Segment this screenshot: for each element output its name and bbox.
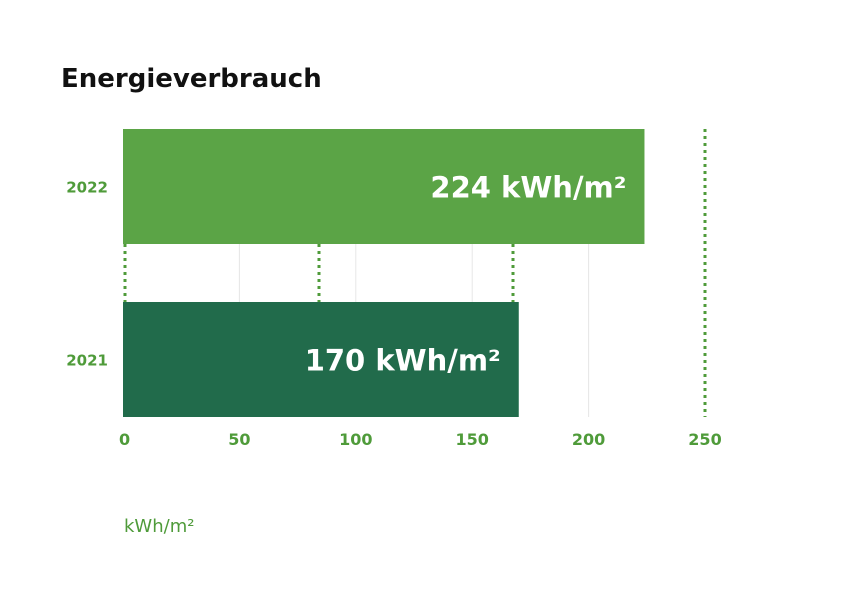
data-label: 170 kWh/m² xyxy=(305,344,501,378)
dotted-lines xyxy=(123,129,707,417)
category-label: 2021 xyxy=(66,352,108,370)
x-tick-label: 200 xyxy=(572,430,605,449)
x-tick-label: 50 xyxy=(228,430,250,449)
bar-2022 xyxy=(123,129,645,244)
x-tick-label: 0 xyxy=(119,430,130,449)
bars xyxy=(123,129,645,417)
bar-2021 xyxy=(123,302,519,417)
data-label: 224 kWh/m² xyxy=(430,171,626,205)
x-tick-label: 100 xyxy=(339,430,372,449)
chart-title: Energieverbrauch xyxy=(61,64,322,94)
x-axis-label: kWh/m² xyxy=(124,516,194,537)
category-label: 2022 xyxy=(66,179,108,197)
x-tick-label: 150 xyxy=(455,430,488,449)
labels: 224 kWh/m² 2022 170 kWh/m² 2021 xyxy=(66,171,626,378)
x-axis-ticks: 0 50 100 150 200 250 xyxy=(119,430,722,449)
x-tick-label: 250 xyxy=(688,430,721,449)
